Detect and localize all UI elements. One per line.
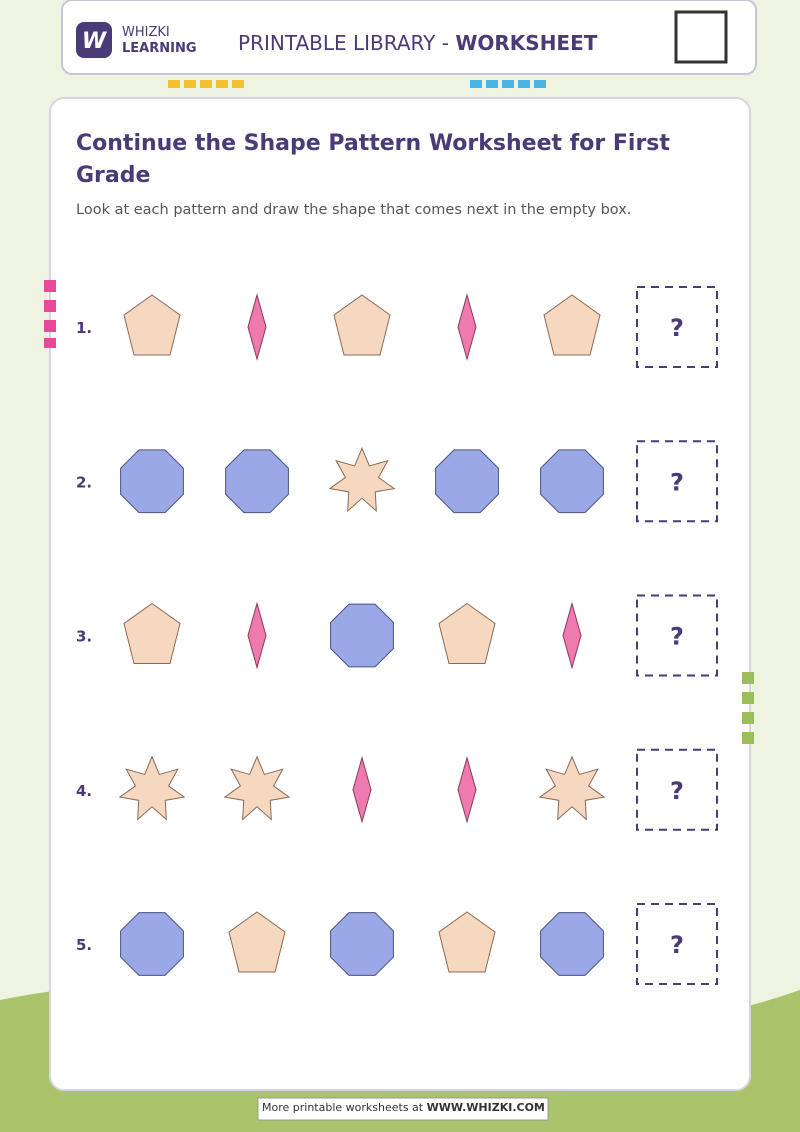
star xyxy=(328,446,396,513)
octagon xyxy=(120,449,184,514)
logo-mark xyxy=(76,22,112,58)
title: Continue the Shape Pattern Worksheet for… xyxy=(76,131,670,188)
stripes-pink xyxy=(44,280,56,348)
row-number: 4. xyxy=(76,782,92,800)
diamond xyxy=(352,755,372,824)
diamond xyxy=(247,293,267,361)
diamond xyxy=(562,601,582,670)
answer-mark: ? xyxy=(670,468,684,496)
library: PRINTABLE LIBRARY - xyxy=(238,31,456,55)
header-box xyxy=(61,0,757,75)
octagon xyxy=(225,449,289,514)
octagon xyxy=(120,912,184,976)
answer-box xyxy=(636,748,718,831)
octagon xyxy=(330,603,394,668)
footer: More printable worksheets at WWW.WHIZKI.… xyxy=(262,1101,545,1114)
stripes-green xyxy=(742,672,754,744)
qr xyxy=(674,10,728,64)
pentagon xyxy=(228,911,286,973)
pentagon xyxy=(123,294,181,356)
answer-mark: ? xyxy=(670,931,684,959)
answer-mark: ? xyxy=(670,777,684,805)
row-number: 2. xyxy=(76,473,92,491)
row-number: 1. xyxy=(76,319,92,337)
logo-w: W xyxy=(82,29,108,54)
patterns: 1. ? 2. ? 3. ? 4. ? 5.? xyxy=(76,286,718,985)
diamond xyxy=(247,601,267,670)
pentagon xyxy=(438,602,496,664)
header-line: PRINTABLE LIBRARY - WORKSHEET xyxy=(238,31,597,55)
row-number: 5. xyxy=(76,936,92,954)
logo-bottom: LEARNING xyxy=(122,41,197,56)
octagon xyxy=(435,449,499,514)
answer-box xyxy=(636,903,718,985)
octagon xyxy=(540,912,604,976)
answer-mark: ? xyxy=(670,314,684,342)
pentagon xyxy=(333,294,391,356)
answer-box xyxy=(636,286,718,368)
pentagon xyxy=(543,294,601,356)
answer-mark: ? xyxy=(670,623,684,651)
answer-box xyxy=(636,594,718,677)
octagon xyxy=(330,912,394,976)
star xyxy=(118,755,186,821)
stripes-blue xyxy=(470,80,546,88)
footer-text: More printable worksheets at xyxy=(262,1101,427,1114)
star xyxy=(538,755,606,821)
diamond xyxy=(457,293,477,361)
kind: WORKSHEET xyxy=(455,31,598,55)
pentagon xyxy=(438,911,496,973)
diamond xyxy=(457,755,477,824)
footer-box xyxy=(257,1097,549,1121)
stripes-yellow xyxy=(168,80,244,88)
logo-top: WHIZKI xyxy=(122,25,170,40)
star xyxy=(223,755,291,821)
footer-link[interactable]: WWW.WHIZKI.COM xyxy=(426,1101,545,1114)
pentagon xyxy=(123,602,181,664)
octagon xyxy=(540,449,604,514)
instructions: Look at each pattern and draw the shape … xyxy=(76,202,632,218)
answer-box xyxy=(636,440,718,523)
row-number: 3. xyxy=(76,628,92,646)
